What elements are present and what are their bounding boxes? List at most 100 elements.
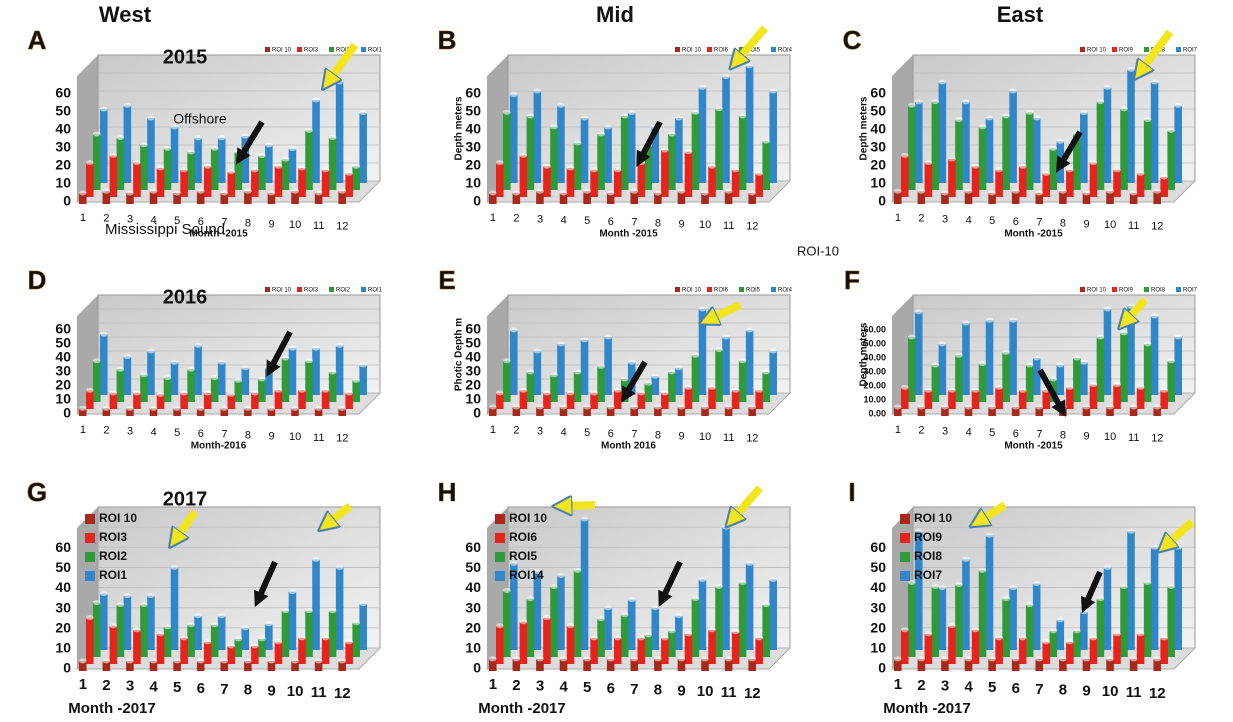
y-tick-label: 50 [465,103,481,119]
yellow-arrow [732,485,764,520]
x-tick-label: 3 [942,214,948,226]
bar [352,380,360,402]
bar-cap [1009,88,1017,94]
bar-cap [298,165,306,171]
bar-cap [630,656,639,662]
bar [180,169,188,197]
bar [196,191,205,204]
bar [769,351,777,395]
bar [123,356,132,395]
bar [489,658,497,671]
bar [550,586,558,657]
bar [1002,116,1010,190]
x-tick-label: 12 [1151,221,1163,233]
bar [258,638,266,657]
legend-swatch [707,47,712,52]
bar-cap [745,327,754,333]
y-tick-label: 40 [465,121,481,137]
panel-letter: H [438,477,457,507]
bar-cap [220,190,229,196]
bar [745,65,754,183]
y-tick-label: 20 [870,157,886,173]
x-tick-label: 4 [559,678,568,695]
bar [606,407,615,416]
bar-cap [543,390,551,396]
bar-cap [637,635,646,641]
bar-cap [698,306,707,312]
bar-cap [1011,404,1020,410]
bar [196,660,205,671]
bar-cap [1096,99,1105,105]
bar [1174,105,1182,183]
bar [170,567,179,650]
bar [536,191,544,204]
bar-cap [941,190,949,196]
bar-cap [691,596,700,602]
legend-label: ROI 10 [99,511,137,525]
x-tick-label: 7 [1036,429,1042,441]
bar-cap [241,625,250,631]
x-axis-label: Month -2017 [883,700,971,717]
bar-cap [762,369,770,375]
bar [1035,407,1044,416]
bar-cap [345,170,353,176]
bar [116,604,125,657]
bar-cap [267,405,276,411]
bar [79,408,87,416]
bar [684,633,693,664]
bar [559,407,568,416]
legend-swatch [495,514,505,524]
bar-cap [604,605,612,611]
bar-cap [701,656,709,662]
y-tick-label: 10 [55,640,71,656]
bar-cap [217,613,226,619]
bar-cap [352,163,360,169]
bar-cap [745,560,754,566]
bar [894,191,902,204]
legend-label: ROI9 [914,530,942,544]
bar [583,658,591,671]
bar [1153,658,1161,671]
x-tick-label: 9 [679,218,685,230]
bar-cap [1103,306,1112,312]
bar-cap [731,167,740,173]
x-tick-label: 11 [311,684,327,701]
bar-cap [1035,404,1044,410]
legend-swatch [1112,287,1117,292]
bar [1018,166,1027,197]
x-tick-label: 2 [513,425,519,437]
bar [630,658,639,671]
x-tick-label: 7 [1035,681,1043,698]
bar [102,408,111,416]
legend-label: ROI2 [336,48,351,54]
x-tick-label: 6 [198,216,204,228]
bar-cap [1082,404,1091,410]
y-tick-label: 30 [870,599,886,615]
bar [606,658,615,671]
x-tick-label: 1 [490,212,496,224]
x-tick-label: 9 [1082,682,1090,699]
y-tick-label: 60 [870,539,886,555]
y-tick-label: 10 [465,175,481,191]
bar [724,407,733,416]
bar [1103,309,1112,395]
bar [102,191,111,204]
bar [1042,641,1051,664]
x-tick-label: 4 [151,214,157,226]
legend-label: ROI9 [1119,288,1134,294]
x-tick-label: 2 [918,425,924,437]
bar-cap [170,359,179,365]
bar [234,380,243,402]
bar [1120,108,1128,190]
bar [931,101,940,190]
bar-cap [305,608,313,614]
bar [661,150,669,197]
bar-cap [1106,656,1114,662]
bar [1018,637,1027,664]
bar-cap [194,613,202,619]
x-tick-label: 11 [313,432,324,444]
bar [1150,547,1159,650]
bar [955,584,963,657]
